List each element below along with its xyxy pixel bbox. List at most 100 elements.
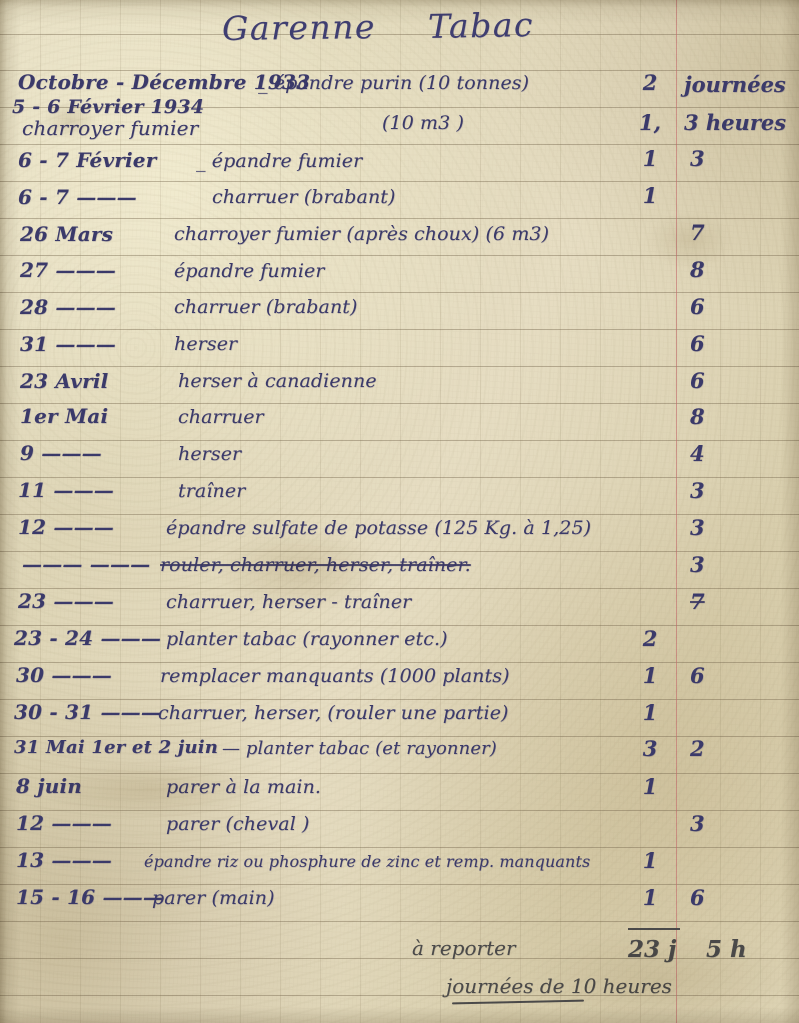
row-task: remplacer manquants (1000 plants) (160, 665, 510, 687)
row-days: 2 (642, 626, 658, 651)
rule-line (0, 662, 799, 663)
row-date: 5 - 6 Février 1934 (12, 96, 205, 118)
rule-line (0, 34, 799, 35)
row-task: herser à canadienne (178, 370, 377, 392)
row-date: 31 Mai 1er et 2 juin (14, 737, 219, 758)
row-task: parer (cheval ) (166, 813, 310, 835)
row-date: 6 - 7 ——— (18, 185, 137, 209)
row-date: 9 ——— (20, 441, 102, 465)
row-task: planter tabac (rayonner etc.) (166, 628, 448, 650)
row-hours: 6 (690, 885, 705, 910)
rule-line (0, 921, 799, 922)
row-task: herser (178, 443, 242, 465)
rule-line (0, 218, 799, 219)
total-days-value: 23 j (628, 936, 677, 963)
row-task: herser (174, 333, 238, 355)
row-date: ——— ——— (22, 552, 151, 576)
row-date: 12 ——— (16, 811, 112, 835)
rule-line (0, 958, 799, 959)
row-days: 1 (642, 848, 658, 873)
row-task: charruer, herser, (rouler une partie) (158, 702, 509, 724)
row-hours: journées (684, 72, 786, 97)
row-days: 1 (642, 700, 658, 725)
rule-line (0, 810, 799, 811)
rule-line (0, 403, 799, 404)
row-task: charroyer fumier (après choux) (6 m3) (174, 223, 550, 245)
row-date: Octobre - Décembre 1933 (18, 70, 311, 94)
rule-line (0, 773, 799, 774)
rule-line (0, 477, 799, 478)
row-date: 23 ——— (18, 589, 114, 613)
row-days: 1, (639, 110, 661, 135)
total-rule-line (628, 928, 680, 930)
row-date: 13 ——— (16, 848, 112, 872)
row-days: 1 (642, 183, 658, 208)
rule-line (0, 329, 799, 330)
row-date: 12 ——— (18, 515, 114, 539)
row-days: 1 (642, 774, 658, 799)
row-hours: 6 (690, 331, 705, 356)
rule-line (0, 292, 799, 293)
row-task: parer (main) (152, 887, 275, 909)
row-days: 1 (642, 663, 658, 688)
row-task: charruer (brabant) (212, 186, 396, 208)
row-task: traîner (178, 480, 246, 502)
row-task: _ épandre fumier (196, 150, 363, 172)
row-hours: 7 (690, 589, 705, 614)
row-task: _ épandre purin (10 tonnes) (258, 72, 530, 94)
row-hours: 3 heures (684, 110, 787, 135)
row-hours: 3 (690, 478, 705, 503)
row-task: — planter tabac (et rayonner) (222, 738, 497, 759)
unit-note-underline (451, 999, 585, 1004)
row-date: 23 Avril (20, 369, 109, 393)
row-date: charroyer fumier (22, 116, 199, 140)
page-title-farm: Garenne (221, 7, 377, 48)
row-task: charruer (brabant) (174, 296, 358, 318)
unit-note-label: journées de 10 heures (446, 974, 672, 998)
row-task: épandre fumier (174, 260, 325, 282)
rule-line (0, 588, 799, 589)
rule-line (0, 255, 799, 256)
margin-rule (676, 0, 677, 1023)
row-days: 2 (642, 70, 658, 95)
row-task: épandre riz ou phosphure de zinc et remp… (144, 852, 591, 871)
row-date: 6 - 7 Février (18, 148, 157, 172)
page-title-crop: Tabac (427, 4, 535, 47)
carry-forward-label: à reporter (412, 936, 516, 960)
rule-line (0, 366, 799, 367)
row-hours: 3 (690, 146, 705, 171)
row-date: 15 - 16 ——— (16, 885, 164, 909)
row-hours: 2 (690, 736, 705, 761)
rule-line (0, 181, 799, 182)
row-date: 11 ——— (18, 478, 114, 502)
grid-line (600, 0, 601, 1023)
row-task: parer à la main. (166, 776, 322, 798)
row-hours: 8 (690, 404, 705, 429)
total-hours-value: 5 h (706, 936, 747, 963)
row-task: charruer, herser - traîner (166, 591, 412, 613)
row-date: 1er Mai (20, 404, 109, 428)
row-date: 27 ——— (20, 258, 116, 282)
row-date: 8 juin (16, 774, 82, 798)
row-days: 3 (642, 736, 658, 761)
row-hours: 6 (690, 368, 705, 393)
rule-line (0, 847, 799, 848)
row-hours: 7 (690, 220, 705, 245)
row-date: 31 ——— (20, 332, 116, 356)
row-hours: 6 (690, 294, 705, 319)
row-hours: 3 (690, 811, 705, 836)
rule-line (0, 514, 799, 515)
row-days: 1 (642, 885, 658, 910)
row-hours: 8 (690, 257, 705, 282)
row-date: 23 - 24 ——— (14, 626, 162, 650)
row-task: (10 m3 ) (382, 112, 464, 134)
row-date: 30 ——— (16, 663, 112, 687)
rule-line (0, 144, 799, 145)
row-date: 28 ——— (20, 295, 116, 319)
row-hours: 3 (690, 552, 705, 577)
row-date: 26 Mars (20, 222, 114, 246)
row-hours: 4 (690, 441, 705, 466)
row-hours: 3 (690, 515, 705, 540)
row-task: charruer (178, 406, 264, 428)
